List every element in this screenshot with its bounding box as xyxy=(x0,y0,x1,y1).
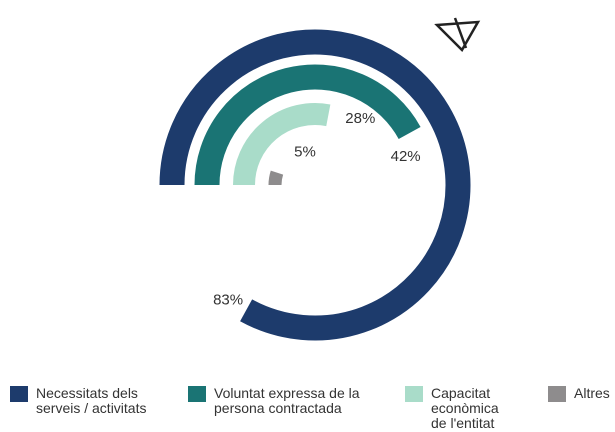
value-label: 5% xyxy=(294,144,316,161)
radial-bar xyxy=(233,103,331,186)
legend-label: Necessitats dels serveis / activitats xyxy=(36,385,147,416)
legend-item: Necessitats dels serveis / activitats xyxy=(10,386,186,416)
legend-swatch xyxy=(405,386,423,402)
legend-label: Voluntat expressa de la persona contract… xyxy=(214,385,360,416)
legend-label: Capacitat econòmica de l'entitat xyxy=(431,385,499,431)
value-label: 28% xyxy=(345,110,375,127)
value-label: 83% xyxy=(213,291,243,308)
legend-swatch xyxy=(548,386,566,402)
legend-item: Altres xyxy=(548,386,615,402)
value-label: 42% xyxy=(391,148,421,165)
legend-item: Capacitat econòmica de l'entitat xyxy=(405,386,511,431)
radial-bar xyxy=(268,170,284,186)
radial-bar xyxy=(194,64,421,186)
legend-item: Voluntat expressa de la persona contract… xyxy=(188,386,404,416)
legend-swatch xyxy=(188,386,206,402)
legend-label: Altres xyxy=(574,385,610,401)
radial-bar xyxy=(159,29,471,341)
logo-icon xyxy=(434,17,481,53)
legend-swatch xyxy=(10,386,28,402)
